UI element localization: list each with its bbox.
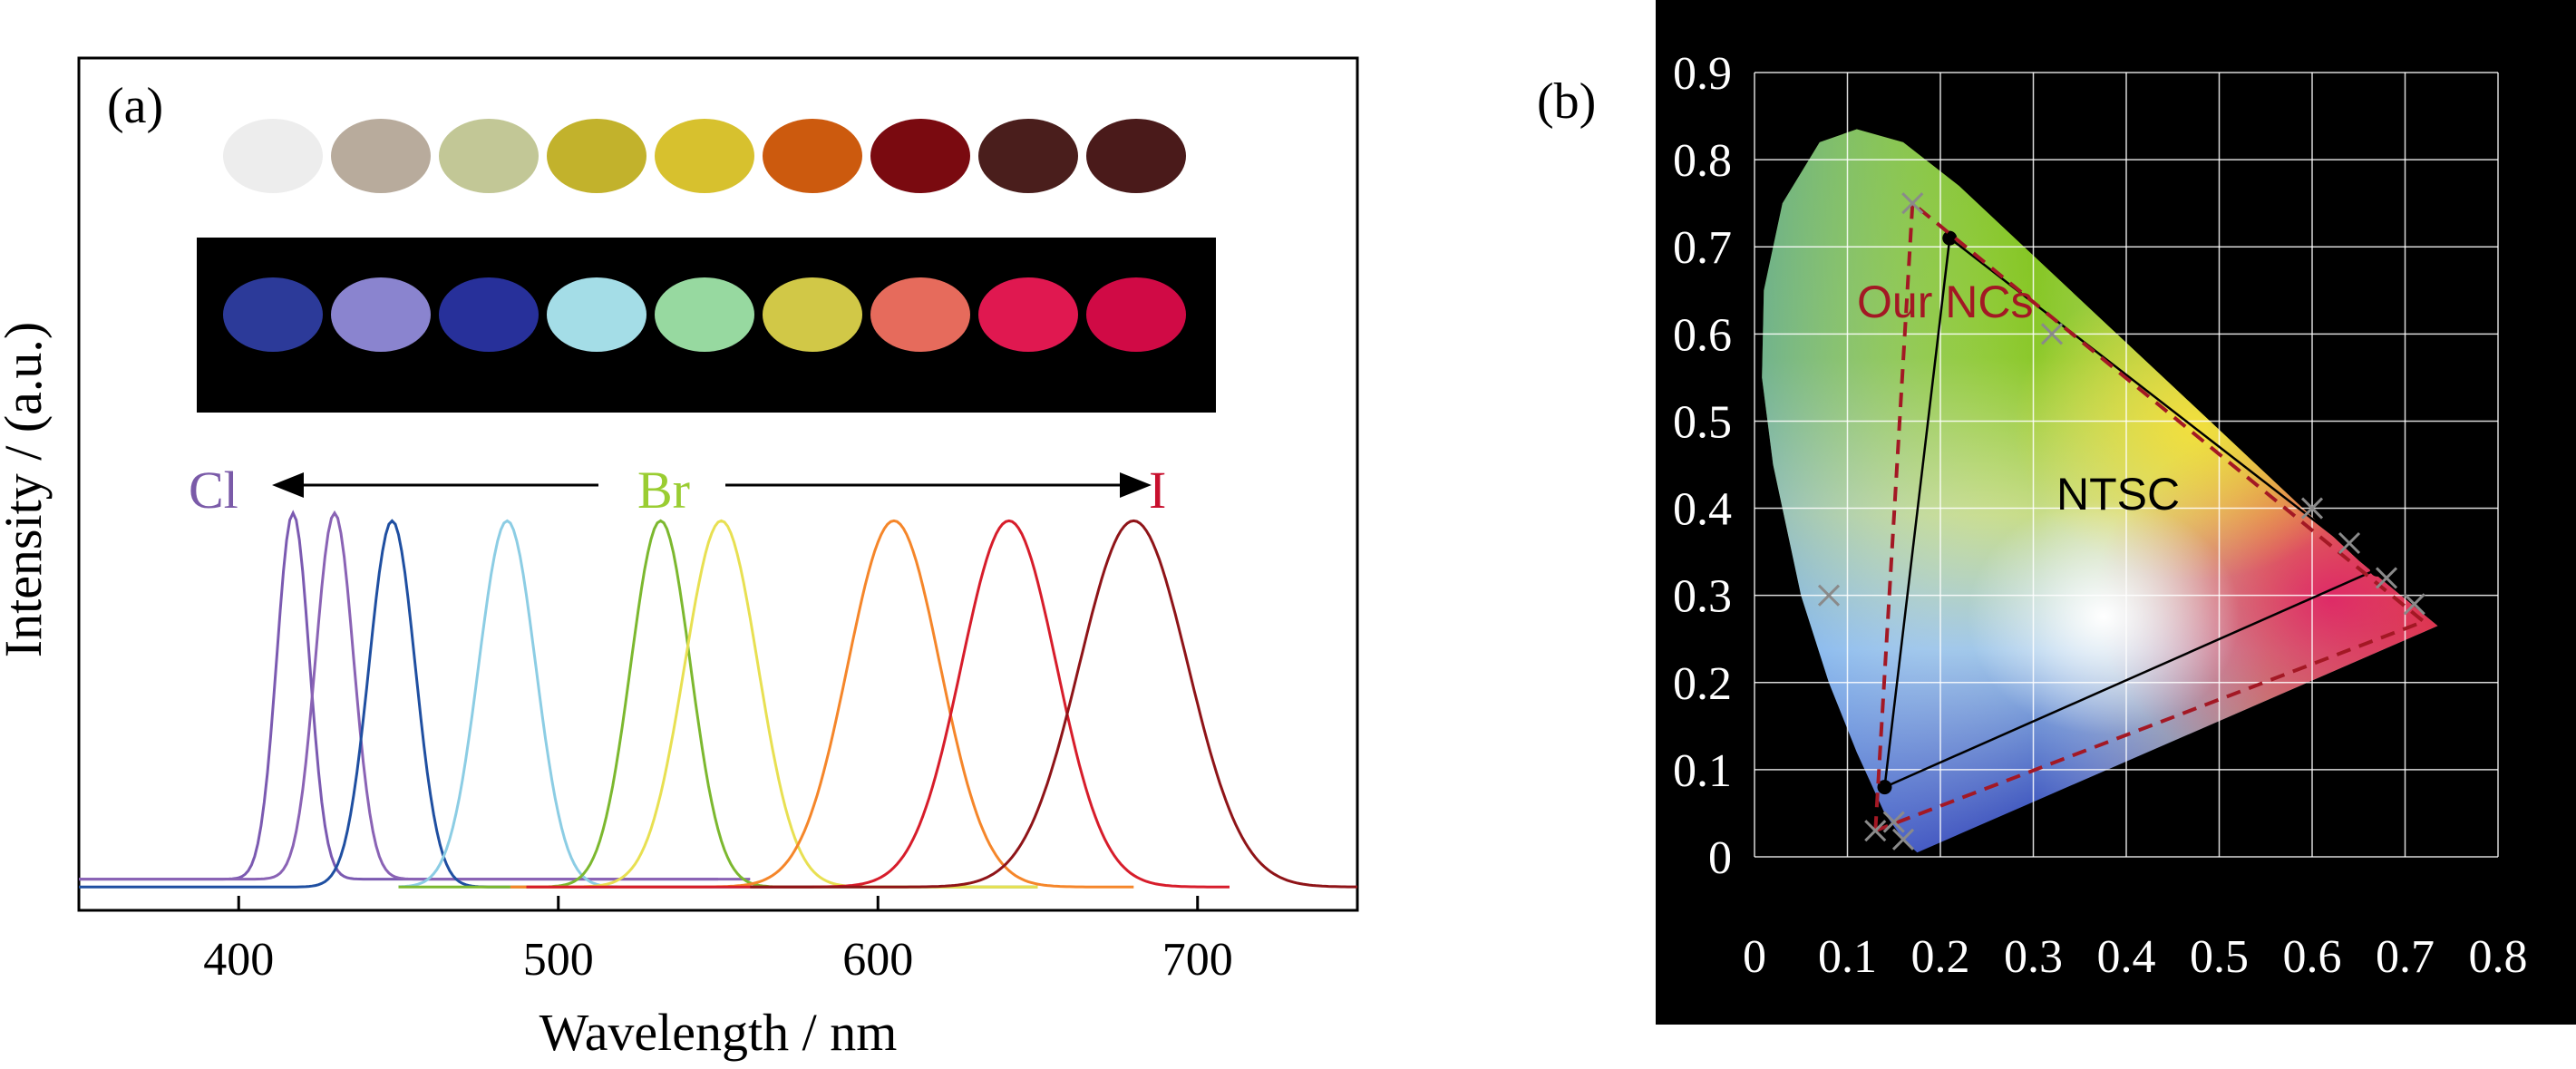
ambient-sample-7	[870, 119, 970, 193]
ntsc-vertex	[1877, 780, 1892, 795]
cie-y-tick-label: 0.2	[1673, 658, 1732, 710]
ambient-sample-2	[331, 119, 431, 193]
spectrum-8	[526, 519, 1230, 889]
cie-x-tick-label: 0.8	[2469, 931, 2528, 983]
x-axis-label: Wavelength / nm	[540, 1003, 898, 1062]
halide-arrow	[272, 472, 1152, 498]
x-tick-label: 700	[1162, 934, 1233, 986]
cie-x-tick-label: 0	[1743, 931, 1766, 983]
sample-point	[1891, 828, 1915, 850]
ambient-sample-5	[655, 119, 754, 193]
sample-point	[1882, 811, 1905, 833]
x-tick-label: 400	[203, 934, 274, 986]
x-tick-label: 500	[523, 934, 594, 986]
panel-a-label: (a)	[107, 78, 163, 134]
sample-point	[2300, 497, 2324, 520]
panel-a: (a) Cl Br I 400 500 600 700 Wavelength / nm…	[0, 56, 1359, 1062]
photo-row-ambient	[223, 119, 1186, 193]
sample-point	[1817, 584, 1841, 607]
cie-x-tick-label: 0.5	[2190, 931, 2249, 983]
uv-sample-8	[978, 277, 1078, 352]
ambient-sample-8	[978, 119, 1078, 193]
spectrum-7	[510, 519, 1134, 889]
ambient-sample-9	[1086, 119, 1186, 193]
pl-spectra	[79, 510, 1357, 889]
y-axis-label: Intensity / (a.u.)	[0, 322, 53, 657]
ambient-sample-6	[763, 119, 862, 193]
cie-y-tick-label: 0.5	[1673, 396, 1732, 448]
cie-x-ticks: 0 0.1 0.2 0.3 0.4 0.5 0.6 0.7 0.8	[1743, 931, 2528, 983]
ntsc-gamut	[1883, 236, 2380, 790]
sample-point	[1901, 192, 1924, 215]
x-tick-label: 600	[842, 934, 913, 986]
halide-label-br: Br	[637, 461, 690, 520]
ntsc-label: NTSC	[2056, 469, 2180, 520]
ambient-sample-1	[223, 119, 323, 193]
uv-sample-1	[223, 277, 323, 352]
ambient-sample-4	[547, 119, 646, 193]
our-ncs-triangle	[1873, 199, 2427, 834]
sample-point	[2040, 323, 2064, 345]
spectrum-3	[79, 519, 814, 889]
cie-x-tick-label: 0.3	[2004, 931, 2063, 983]
our-ncs-label: Our NCs	[1857, 277, 2033, 327]
our-ncs-gamut	[1873, 199, 2427, 834]
uv-sample-3	[439, 277, 539, 352]
cie-y-tick-label: 0.3	[1673, 571, 1732, 623]
sample-point	[2375, 567, 2398, 589]
x-axis-ticks: 400 500 600 700	[203, 896, 1233, 986]
sample-points	[1817, 192, 2425, 850]
cie-x-tick-label: 0.1	[1818, 931, 1877, 983]
uv-sample-6	[763, 277, 862, 352]
spectrum-2	[79, 510, 751, 881]
ambient-sample-3	[439, 119, 539, 193]
cie-x-tick-label: 0.6	[2283, 931, 2342, 983]
ntsc-vertex	[1942, 230, 1958, 246]
sample-point	[2403, 593, 2425, 616]
cie-y-tick-label: 0	[1708, 832, 1732, 884]
uv-sample-7	[870, 277, 970, 352]
cie-x-tick-label: 0.7	[2376, 931, 2435, 983]
cie-y-ticks: 0 0.1 0.2 0.3 0.4 0.5 0.6 0.7 0.8 0.9	[1673, 48, 1732, 884]
cie-y-tick-label: 0.9	[1673, 48, 1732, 100]
cie-y-tick-label: 0.1	[1673, 745, 1732, 797]
sample-point	[1864, 820, 1887, 842]
halide-label-cl: Cl	[189, 461, 238, 520]
sample-point	[2338, 531, 2361, 555]
cie-x-tick-label: 0.4	[2097, 931, 2156, 983]
panel-b-label: (b)	[1537, 73, 1596, 130]
uv-sample-2	[331, 277, 431, 352]
panel-a-frame	[77, 56, 1359, 912]
cie-y-tick-label: 0.7	[1673, 222, 1732, 274]
spectrum-5	[398, 519, 1038, 889]
spectrum-9	[750, 519, 1357, 889]
cie-x-tick-label: 0.2	[1911, 931, 1970, 983]
halide-label-i: I	[1149, 461, 1166, 520]
cie-y-tick-label: 0.6	[1673, 309, 1732, 361]
cie-y-tick-label: 0.8	[1673, 135, 1732, 187]
spectrum-1	[79, 510, 718, 881]
uv-sample-5	[655, 277, 754, 352]
cie-y-tick-label: 0.4	[1673, 484, 1732, 536]
photo-row-uv	[223, 277, 1186, 352]
spectrum-6	[510, 519, 1038, 889]
uv-sample-9	[1086, 277, 1186, 352]
uv-sample-4	[547, 277, 646, 352]
panel-b: (b) 0 0.1 0.2 0.3 0.4 0.5 0.6 0.7 0.8 0 0.1 0.2 0.3…	[1537, 0, 2576, 1025]
